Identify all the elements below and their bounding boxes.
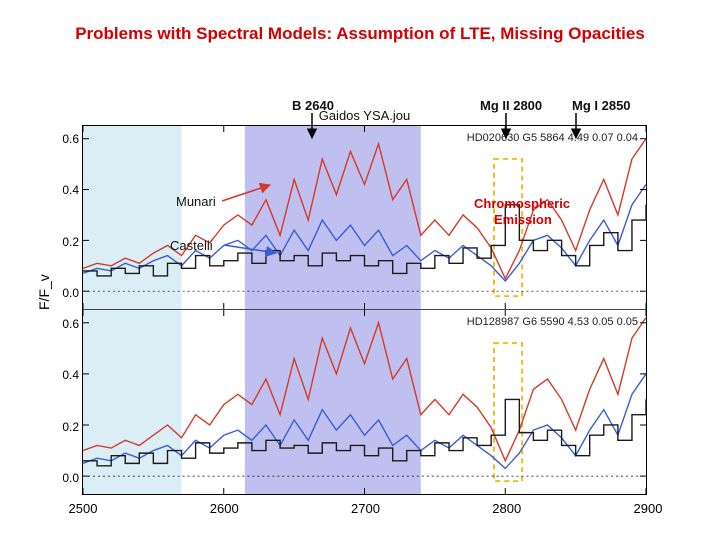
xtick-label: 2900 (634, 501, 663, 516)
ytick-label: 0.4 (39, 183, 79, 197)
panel-top-star-label: HD020630 G5 5864 4.49 0.07 0.04 (467, 132, 638, 144)
xtick-label: 2600 (210, 501, 239, 516)
panel-top-svg (83, 126, 646, 309)
ytick-label: 0.6 (39, 317, 79, 331)
ytick-label: 0.2 (39, 235, 79, 249)
ytick-label: 0.0 (39, 471, 79, 485)
legend-castelli: Castelli (170, 238, 213, 253)
panel-bot: HD128987 G6 5590 4.53 0.05 0.05 (83, 310, 646, 494)
ytick-label: 0.2 (39, 420, 79, 434)
plot-frame: Gaidos YSA.jou HD020630 G5 5864 4.49 0.0… (82, 125, 647, 495)
xtick-label: 2800 (492, 501, 521, 516)
plot-super-title: Gaidos YSA.jou (83, 108, 646, 123)
legend-munari: Munari (176, 194, 216, 209)
ytick-label: 0.4 (39, 368, 79, 382)
panel-bot-svg (83, 310, 646, 494)
legend-chromo-line2: Emission (494, 212, 552, 227)
panel-top: HD020630 G5 5864 4.49 0.07 0.04 (83, 126, 646, 310)
page-title: Problems with Spectral Models: Assumptio… (0, 24, 720, 44)
xtick-label: 2500 (69, 501, 98, 516)
ytick-label: 0.0 (39, 286, 79, 300)
xtick-label: 2700 (351, 501, 380, 516)
ytick-label: 0.6 (39, 132, 79, 146)
panel-bot-star-label: HD128987 G6 5590 4.53 0.05 0.05 (467, 316, 638, 328)
legend-chromo-line1: Chromospheric (474, 196, 570, 211)
